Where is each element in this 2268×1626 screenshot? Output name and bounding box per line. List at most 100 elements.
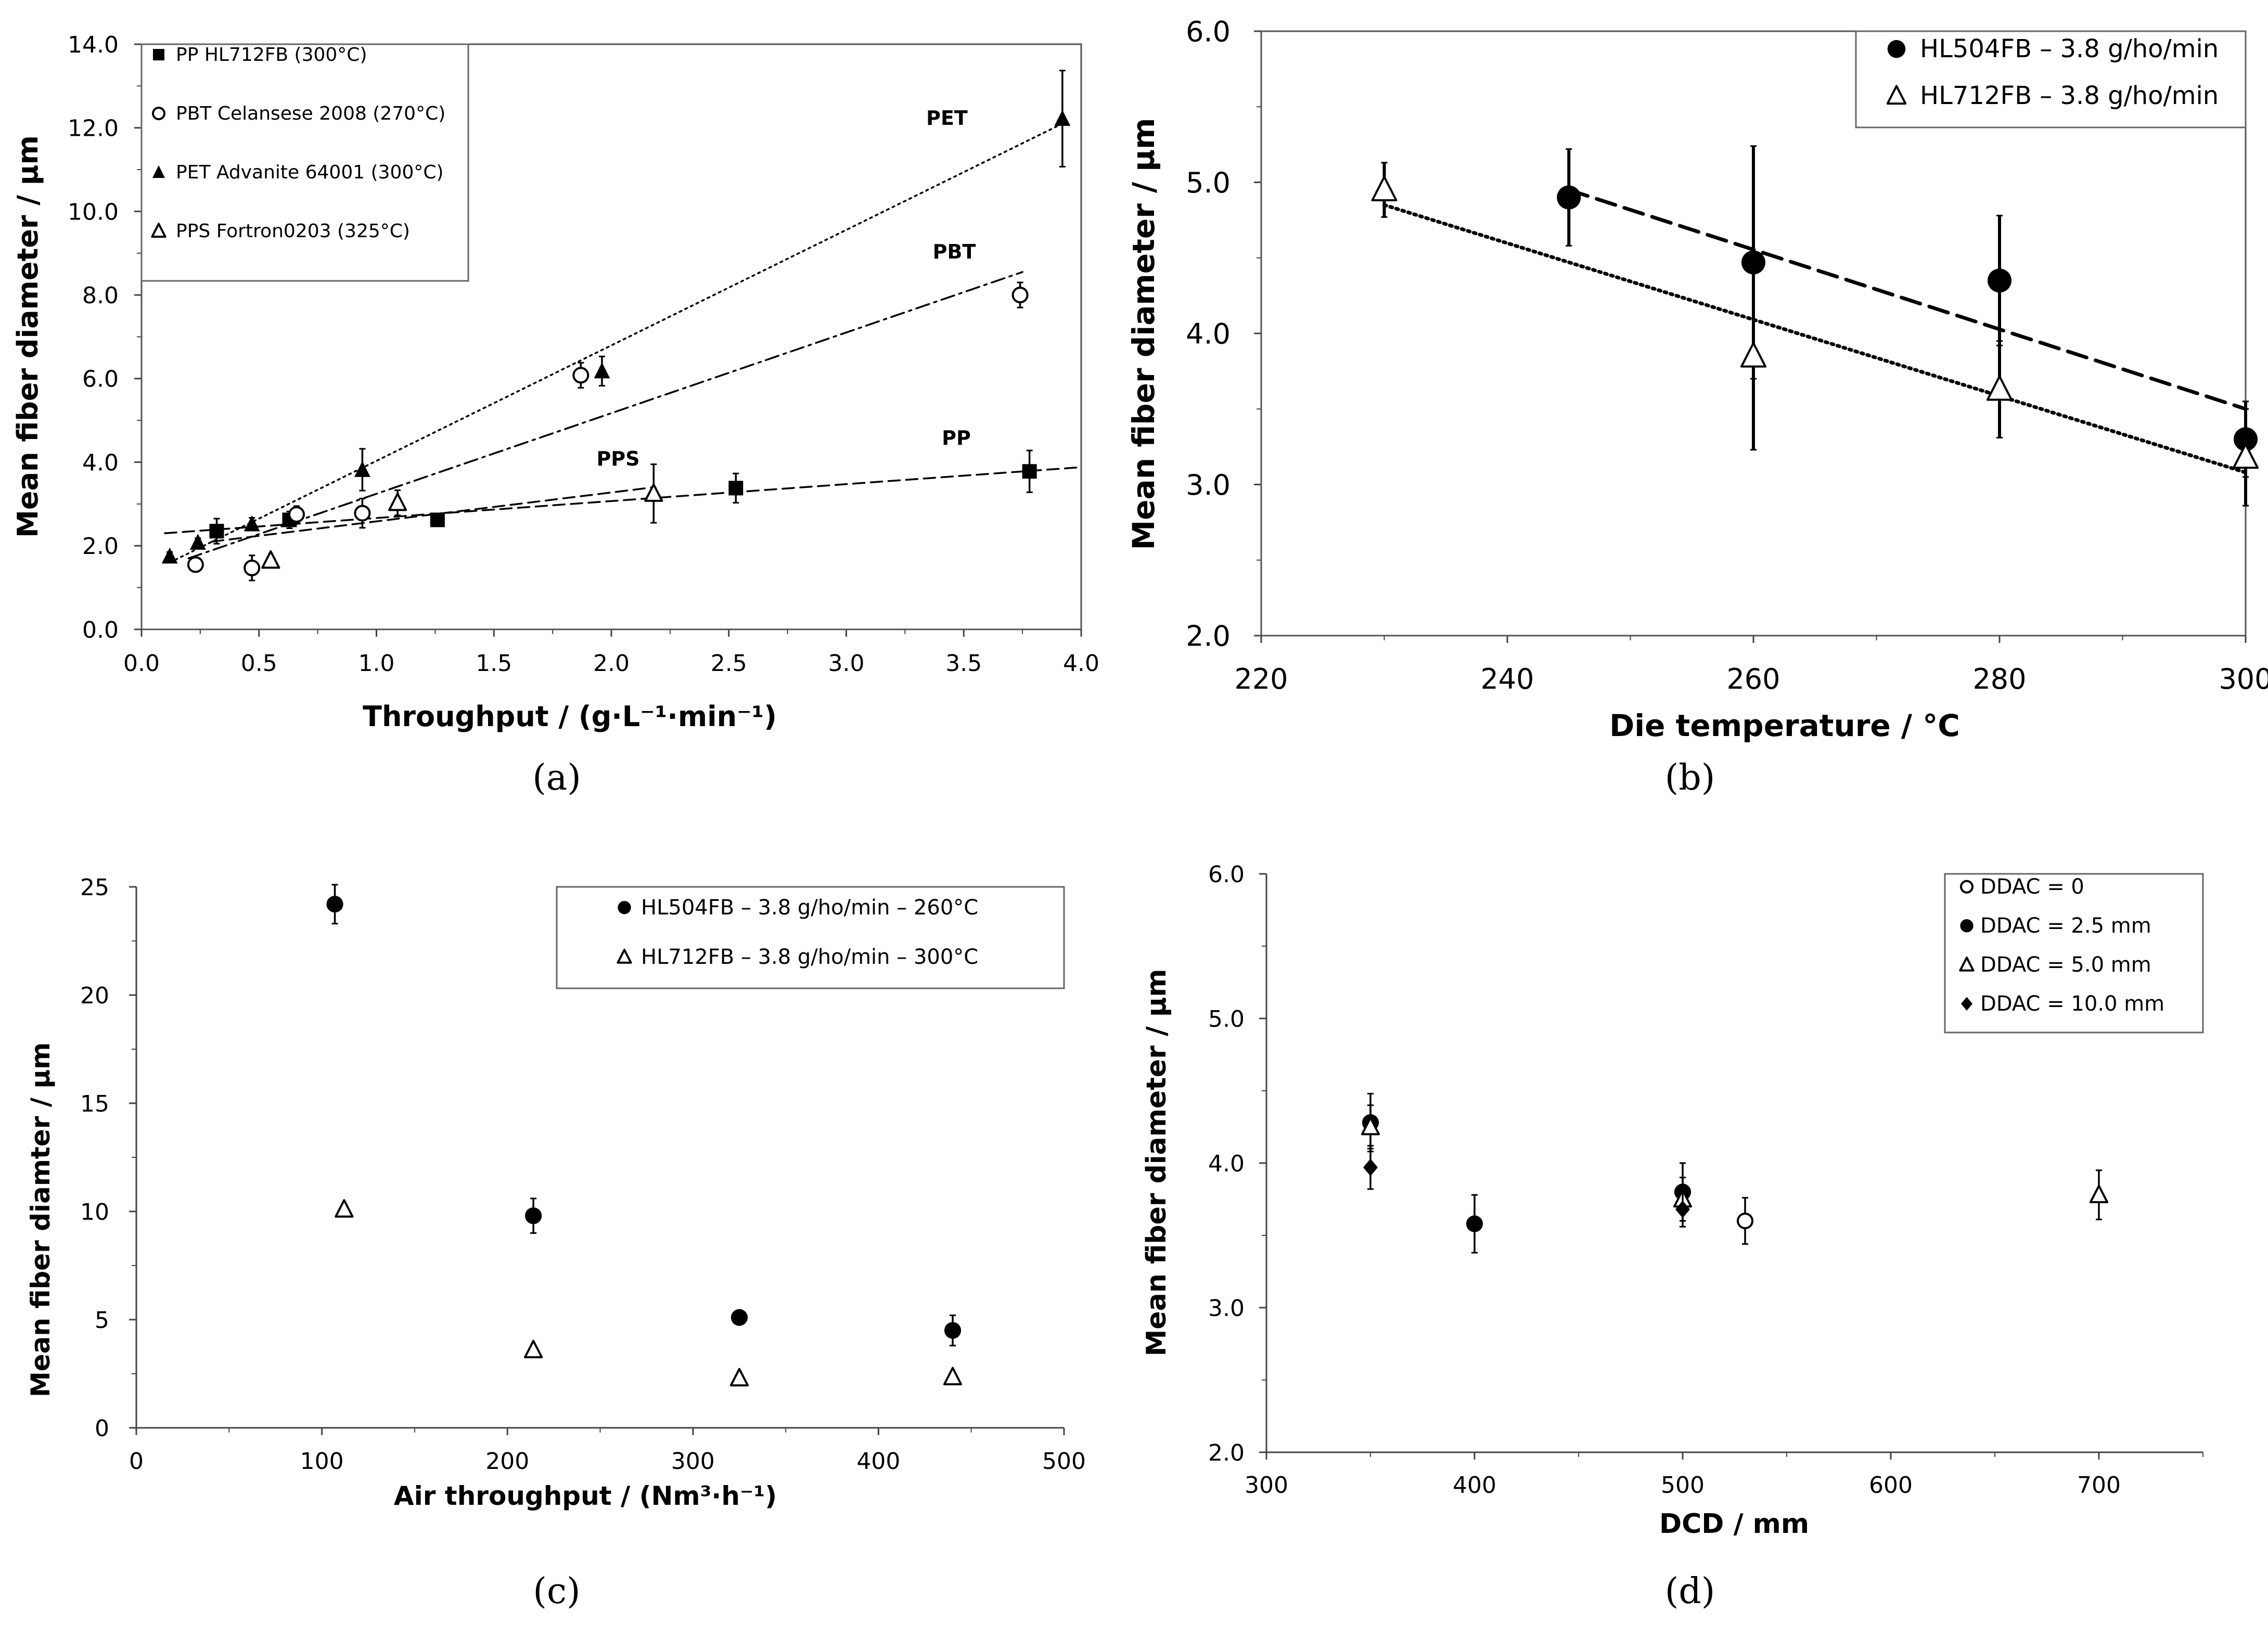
y-axis-title: Mean fiber diameter / µm <box>1126 118 1161 550</box>
legend-marker <box>1961 997 1972 1011</box>
legend-label: PET Advanite 64001 (300°C) <box>176 162 444 183</box>
data-point <box>1466 1215 1483 1232</box>
x-tick-label: 500 <box>1661 1472 1705 1499</box>
y-axis-title: Mean fiber diameter / µm <box>11 135 44 538</box>
x-axis-title: Air throughput / (Nm³·h⁻¹) <box>394 1481 777 1511</box>
panel-caption: (d) <box>1665 1571 1715 1612</box>
data-point <box>1361 1117 1380 1135</box>
data-point <box>244 559 261 576</box>
data-point <box>594 362 610 379</box>
y-tick-label: 2.0 <box>82 533 119 560</box>
x-tick-label: 400 <box>856 1448 900 1475</box>
legend: PP HL712FB (300°C) PBT Celansese 2008 (27… <box>140 43 469 282</box>
y-tick-label: 3.0 <box>1208 1295 1245 1322</box>
legend-label: DDAC = 2.5 mm <box>1980 914 2151 938</box>
data-point <box>1022 464 1037 479</box>
x-tick-label: 400 <box>1453 1472 1496 1499</box>
y-tick-label: 6.0 <box>1186 15 1231 48</box>
data-point <box>524 1339 543 1359</box>
x-tick-label: 2.5 <box>711 650 747 677</box>
x-axis-title: Throughput / (g·L⁻¹·min⁻¹) <box>363 700 777 733</box>
y-axis-title: Mean fiber diamter / µm <box>25 1042 56 1397</box>
series-label: PBT <box>933 240 976 263</box>
x-tick-label: 100 <box>300 1448 344 1475</box>
trendline <box>1382 203 2248 474</box>
legend-marker <box>1959 957 1975 972</box>
data-point <box>572 367 590 384</box>
data-point <box>244 515 260 532</box>
legend-label: PPS Fortron0203 (325°C) <box>176 221 410 242</box>
x-tick-label: 300 <box>2219 663 2268 695</box>
legend-marker <box>153 49 164 61</box>
data-point <box>1557 185 1581 210</box>
legend-box <box>1944 873 2204 1034</box>
y-tick-label: 25 <box>80 874 109 901</box>
data-point <box>1988 268 2011 293</box>
data-point <box>187 556 204 573</box>
legend-marker <box>1887 40 1906 58</box>
y-tick-label: 8.0 <box>82 282 119 309</box>
legend-label: PP HL712FB (300°C) <box>176 44 367 66</box>
series-2: PET <box>161 70 1071 564</box>
data-point <box>161 547 178 564</box>
legend-label: PBT Celansese 2008 (270°C) <box>176 103 445 124</box>
data-point <box>1737 1212 1753 1230</box>
x-tick-label: 600 <box>1869 1472 1913 1499</box>
x-axis-title: DCD / mm <box>1659 1508 1809 1540</box>
series-0 <box>326 884 962 1347</box>
x-tick-label: 0.0 <box>123 650 160 677</box>
series-1: PBT <box>187 240 1029 582</box>
data-point <box>944 1322 962 1339</box>
y-tick-label: 5.0 <box>1208 1006 1245 1033</box>
x-tick-label: 500 <box>1042 1448 1086 1475</box>
data-point <box>354 505 371 522</box>
panel-caption: (b) <box>1665 757 1715 798</box>
x-tick-label: 2.0 <box>593 650 630 677</box>
x-tick-label: 280 <box>1972 663 2026 695</box>
data-point <box>644 483 663 502</box>
data-point <box>2233 443 2259 469</box>
y-tick-label: 4.0 <box>82 449 119 476</box>
data-point <box>354 461 370 478</box>
series-0 <box>1737 1197 1753 1245</box>
legend-label: HL712FB – 3.8 g/ho/min <box>1920 81 2219 110</box>
y-tick-label: 0.0 <box>82 617 119 643</box>
x-tick-label: 700 <box>2077 1472 2121 1499</box>
trendline <box>164 466 1082 534</box>
data-point <box>335 1199 354 1218</box>
legend-label: DDAC = 10.0 mm <box>1980 992 2164 1016</box>
data-point <box>2089 1184 2109 1204</box>
panel-d: 300 400 500 600 700 2.0 3.0 4.0 5.0 6.0 DCD / mm Me… <box>1141 861 2204 1612</box>
legend-marker <box>1960 919 1974 933</box>
legend-box <box>140 43 469 282</box>
legend-marker <box>151 223 166 238</box>
y-tick-label: 4.0 <box>1208 1151 1245 1177</box>
data-point <box>261 550 280 569</box>
x-tick-label: 260 <box>1726 663 1780 695</box>
y-tick-label: 6.0 <box>1208 861 1245 888</box>
x-tick-label: 200 <box>485 1448 529 1475</box>
legend-label: HL504FB – 3.8 g/ho/min – 260°C <box>641 896 978 920</box>
data-point <box>1371 176 1398 202</box>
legend-box <box>1855 30 2247 128</box>
data-point <box>1675 1201 1690 1218</box>
x-tick-label: 4.0 <box>1063 650 1099 677</box>
y-axis-title: Mean fiber diameter / µm <box>1141 969 1172 1356</box>
y-tick-label: 14.0 <box>68 32 119 58</box>
data-point <box>189 534 206 550</box>
x-tick-label: 240 <box>1480 663 1534 695</box>
trendline <box>187 271 1023 560</box>
panel-c: 0 100 200 300 400 500 0 5 10 15 20 25 Air throughput… <box>25 874 1086 1612</box>
legend-label: HL504FB – 3.8 g/ho/min <box>1920 34 2219 63</box>
panel-a: 0.0 0.5 1.0 1.5 2.0 2.5 3.0 3.5 4.0 0.0 2.0 4.0 6.0 8… <box>11 32 1099 798</box>
y-tick-label: 5 <box>95 1307 109 1334</box>
y-tick-label: 10 <box>80 1199 109 1225</box>
y-tick-label: 15 <box>80 1091 109 1117</box>
data-point <box>1987 375 2013 401</box>
legend: DDAC = 0 DDAC = 2.5 mm DDAC = 5.0 mm DDAC =… <box>1944 873 2204 1034</box>
x-axis-title: Die temperature / °C <box>1609 708 1960 743</box>
data-point <box>288 506 305 523</box>
data-point <box>1740 342 1766 368</box>
legend: HL504FB – 3.8 g/ho/min HL712FB – 3.8 g/ho… <box>1855 30 2247 128</box>
